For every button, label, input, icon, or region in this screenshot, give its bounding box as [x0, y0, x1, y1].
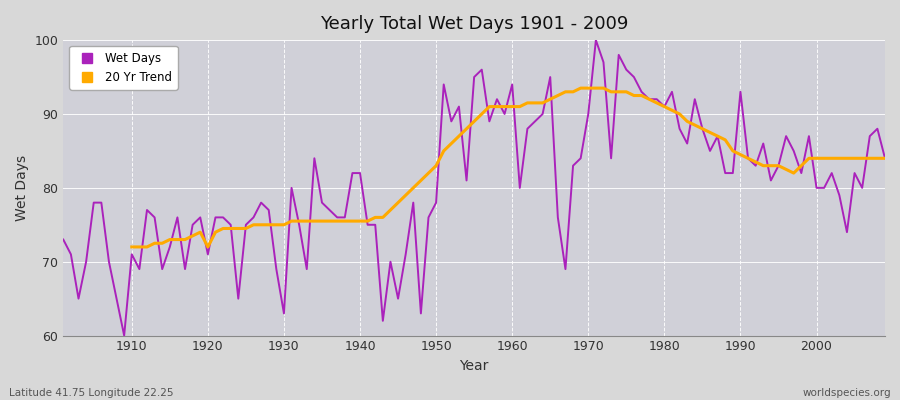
Text: worldspecies.org: worldspecies.org: [803, 388, 891, 398]
Y-axis label: Wet Days: Wet Days: [15, 155, 29, 221]
X-axis label: Year: Year: [460, 359, 489, 373]
Title: Yearly Total Wet Days 1901 - 2009: Yearly Total Wet Days 1901 - 2009: [320, 15, 628, 33]
Legend: Wet Days, 20 Yr Trend: Wet Days, 20 Yr Trend: [69, 46, 177, 90]
Text: Latitude 41.75 Longitude 22.25: Latitude 41.75 Longitude 22.25: [9, 388, 174, 398]
